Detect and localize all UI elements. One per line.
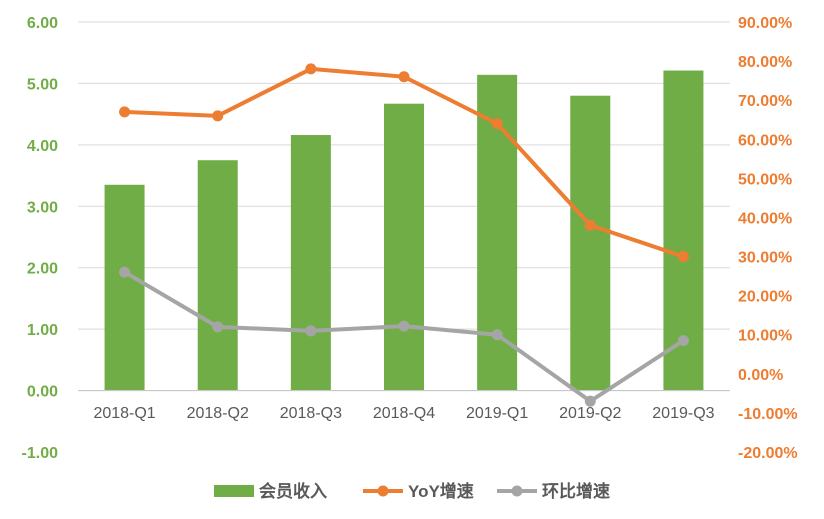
data-point xyxy=(398,71,410,83)
left-axis-tick-labels: -1.00 0.00 1.00 2.00 3.00 4.00 5.00 6.00 xyxy=(22,15,59,462)
right-tick-label: 40.00% xyxy=(738,210,792,227)
data-point xyxy=(491,118,503,130)
legend-marker xyxy=(511,485,523,497)
bar xyxy=(197,160,238,390)
right-tick-label: -20.00% xyxy=(738,445,798,462)
x-tick-label: 2019-Q1 xyxy=(466,405,528,422)
data-point xyxy=(212,110,224,122)
data-point xyxy=(491,329,503,341)
left-tick-label: 1.00 xyxy=(27,322,58,339)
left-tick-label: -1.00 xyxy=(22,445,59,462)
data-point xyxy=(677,335,689,347)
legend-label: 环比增速 xyxy=(542,481,610,501)
x-tick-label: 2019-Q2 xyxy=(559,405,621,422)
legend-label: YoY增速 xyxy=(408,481,474,501)
x-tick-label: 2018-Q1 xyxy=(93,405,155,422)
right-tick-label: 80.00% xyxy=(738,54,792,71)
bar xyxy=(104,184,145,390)
right-axis-tick-labels: -20.00% -10.00% 0.00% 10.00% 20.00% 30.00% 40.… xyxy=(738,15,798,462)
right-tick-label: 0.00% xyxy=(738,367,783,384)
x-tick-label: 2018-Q3 xyxy=(280,405,342,422)
x-axis-tick-labels: 2018-Q1 2018-Q2 2018-Q3 2018-Q4 2019-Q1 2019-… xyxy=(93,405,714,422)
right-tick-label: 20.00% xyxy=(738,289,792,306)
legend-swatch xyxy=(214,485,254,497)
data-point xyxy=(119,106,131,118)
data-point xyxy=(305,63,317,75)
x-tick-label: 2018-Q4 xyxy=(373,405,435,422)
line-series xyxy=(119,63,689,407)
data-point xyxy=(584,395,596,407)
left-tick-label: 6.00 xyxy=(27,15,58,32)
bar xyxy=(384,103,424,390)
legend: 会员收入 YoY增速 环比增速 xyxy=(214,481,610,501)
right-tick-label: 60.00% xyxy=(738,132,792,149)
left-tick-label: 5.00 xyxy=(27,76,58,93)
right-tick-label: 30.00% xyxy=(738,250,792,267)
legend-marker xyxy=(377,485,389,497)
left-tick-label: 2.00 xyxy=(27,261,58,278)
data-point xyxy=(119,266,131,278)
data-point xyxy=(212,321,224,333)
right-tick-label: 10.00% xyxy=(738,328,792,345)
data-point xyxy=(677,251,689,263)
x-tick-label: 2019-Q3 xyxy=(652,405,714,422)
right-tick-label: 50.00% xyxy=(738,171,792,188)
x-tick-label: 2018-Q2 xyxy=(187,405,249,422)
left-tick-label: 4.00 xyxy=(27,138,58,155)
bar xyxy=(290,135,331,390)
right-tick-label: 90.00% xyxy=(738,15,792,32)
data-point xyxy=(584,219,596,231)
data-point xyxy=(305,325,317,337)
right-tick-label: 70.00% xyxy=(738,93,792,110)
bar-series-membership-revenue xyxy=(104,70,704,391)
legend-label: 会员收入 xyxy=(259,481,327,501)
left-tick-label: 3.00 xyxy=(27,199,58,216)
bar xyxy=(570,95,611,390)
left-tick-label: 0.00 xyxy=(27,384,58,401)
right-tick-label: -10.00% xyxy=(738,406,798,423)
data-point xyxy=(398,320,410,332)
